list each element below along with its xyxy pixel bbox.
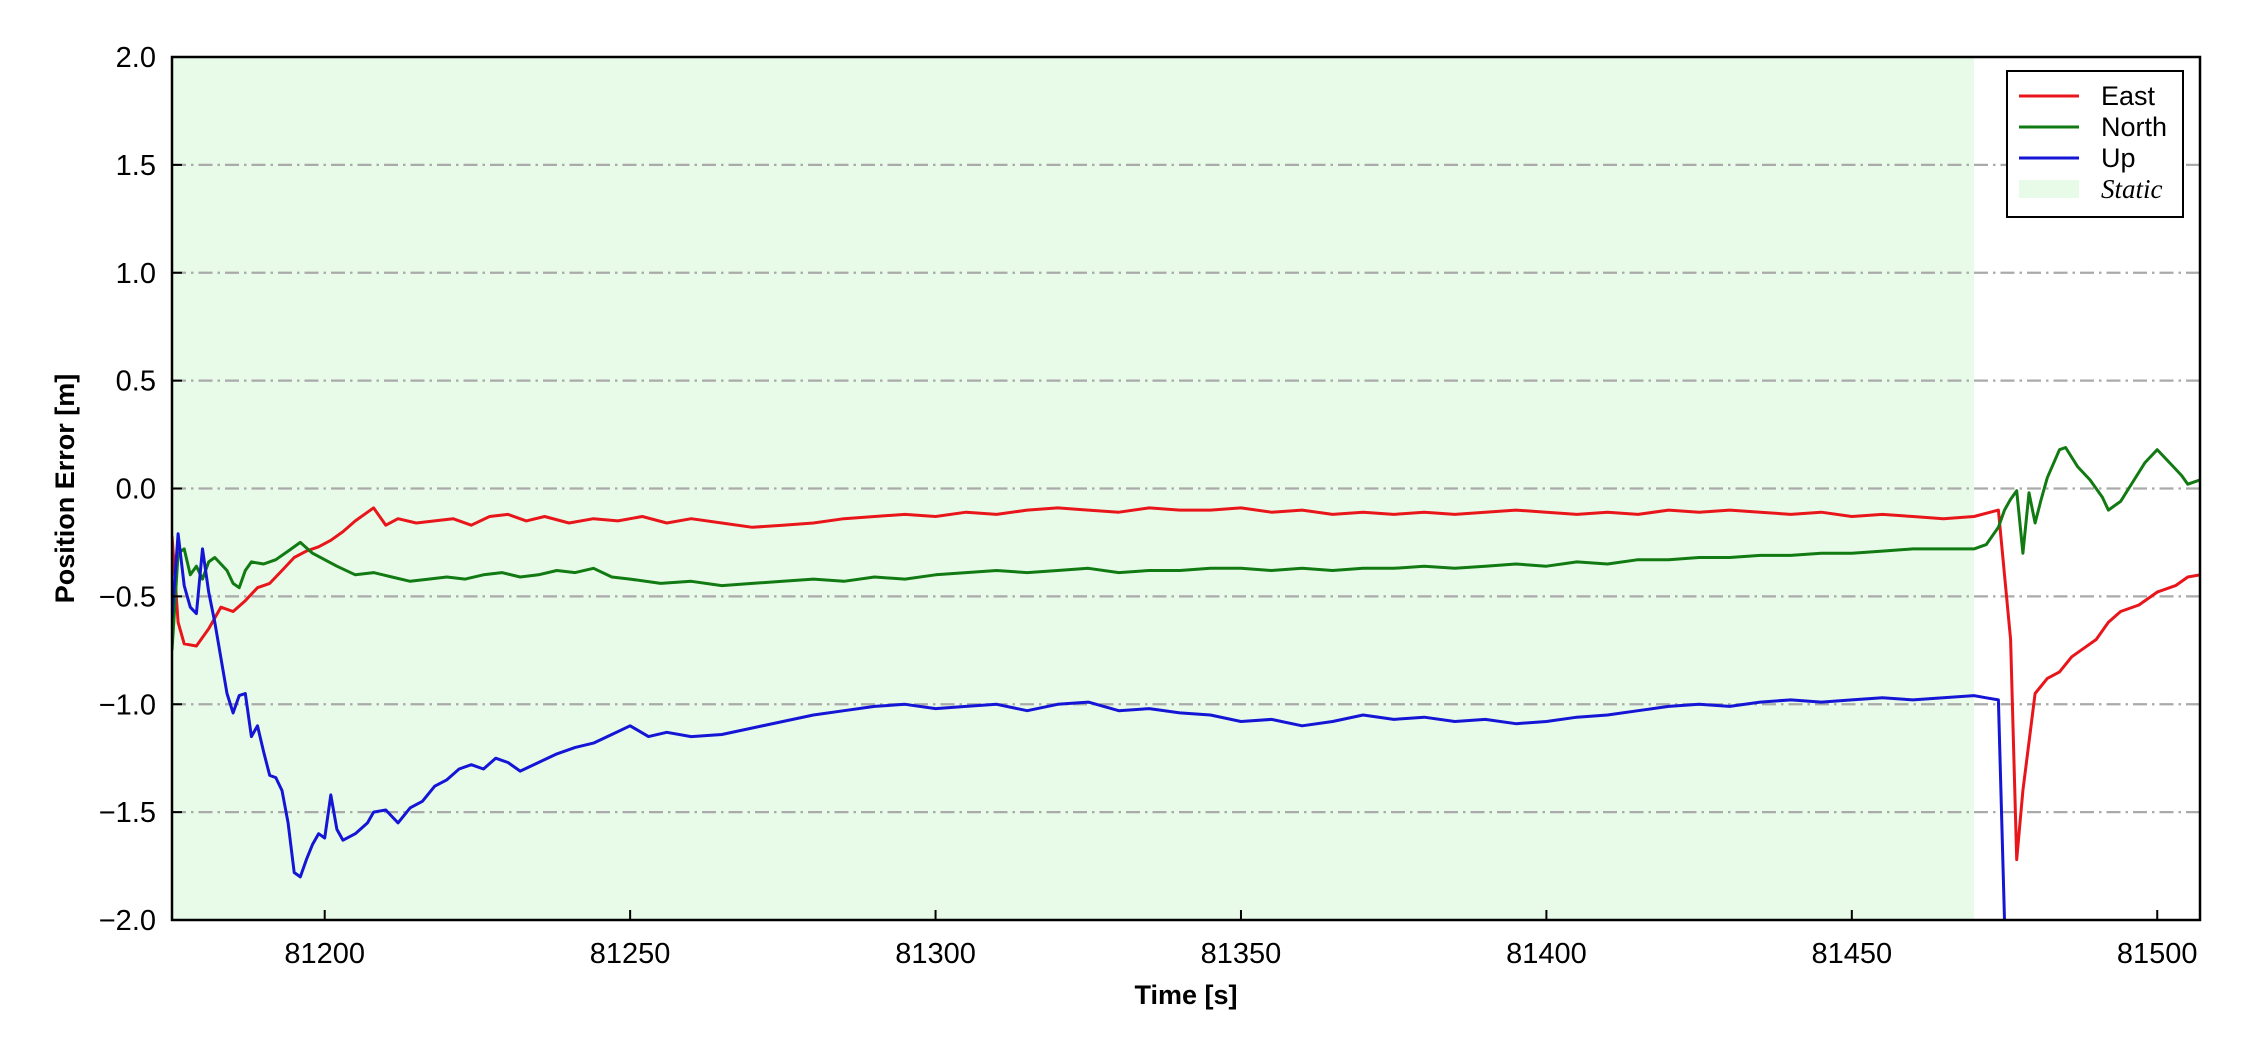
series-line-north <box>172 446 2200 651</box>
ticks: 81200 81250 81300 81350 81400 81450 81500 −2.0 −… <box>99 42 2198 970</box>
x-tick-label: 81250 <box>590 938 671 970</box>
x-tick-label: 81200 <box>284 938 365 970</box>
x-tick-label: 81300 <box>895 938 976 970</box>
series-line-east <box>172 506 2200 862</box>
x-tick-label: 81450 <box>1811 938 1892 970</box>
legend-label-static: Static <box>2101 174 2163 204</box>
x-tick-label: 81500 <box>2117 938 2198 970</box>
y-tick-label: −1.0 <box>99 689 156 721</box>
y-grid <box>172 163 2200 814</box>
y-tick-label: −1.5 <box>99 797 156 829</box>
y-tick-label: −0.5 <box>99 581 156 613</box>
x-tick-label: 81400 <box>1506 938 1587 970</box>
legend-label-north: North <box>2101 112 2167 142</box>
y-tick-label: 1.5 <box>116 150 156 182</box>
y-tick-label: 0.0 <box>116 474 156 506</box>
legend-swatch-static <box>2019 180 2079 198</box>
legend-label-up: Up <box>2101 143 2136 173</box>
y-tick-label: 1.0 <box>116 258 156 290</box>
x-axis-title: Time [s] <box>1134 980 1237 1010</box>
y-tick-label: −2.0 <box>99 905 156 937</box>
series-line-up <box>172 532 2006 920</box>
y-tick-label: 0.5 <box>116 366 156 398</box>
y-axis-title: Position Error [m] <box>50 374 80 604</box>
series-layer <box>172 446 2200 920</box>
legend-label-east: East <box>2101 81 2156 111</box>
y-tick-label: 2.0 <box>116 42 156 74</box>
x-tick-label: 81350 <box>1201 938 1282 970</box>
